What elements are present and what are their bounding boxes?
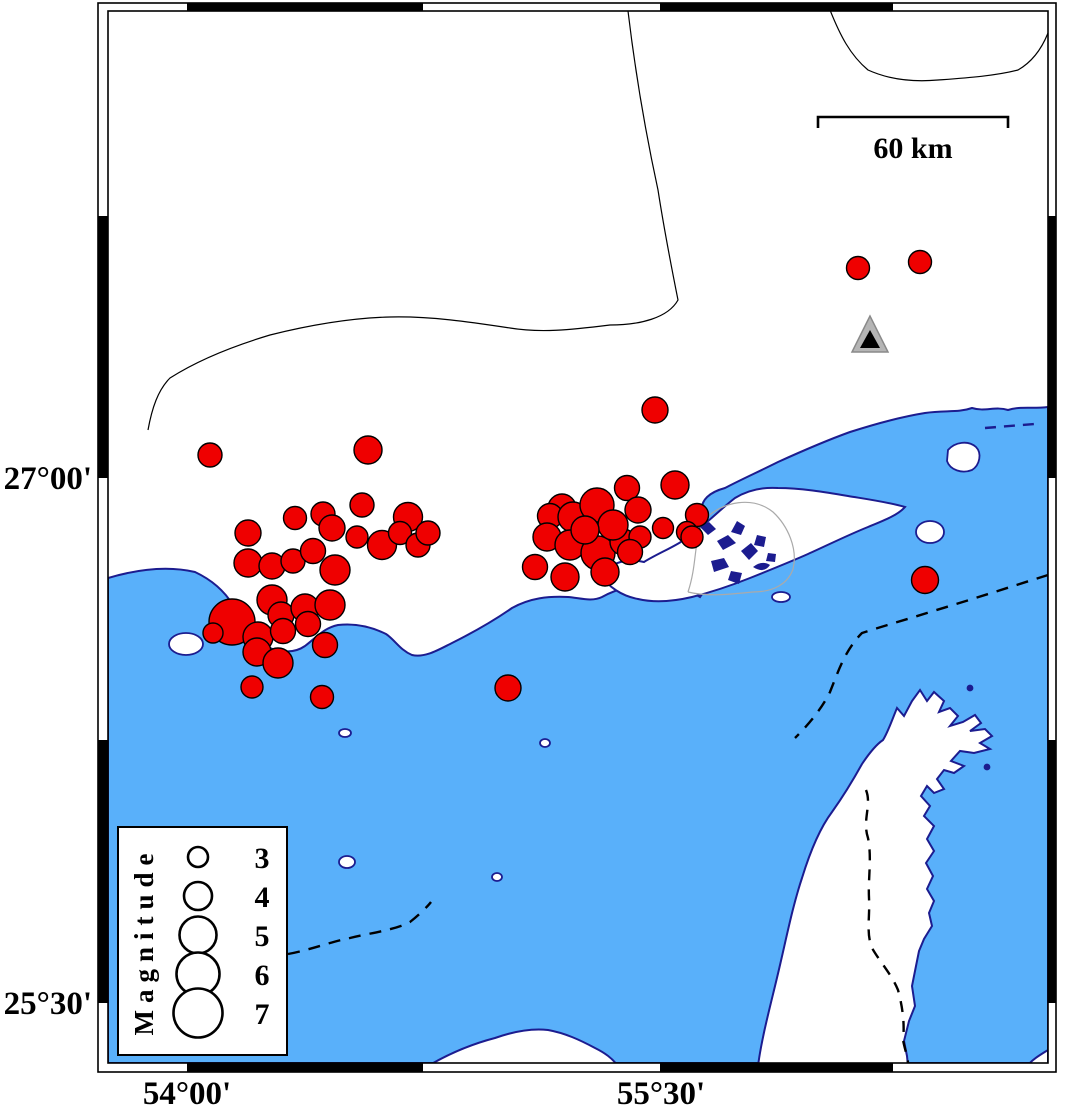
epicenter-marker [550, 562, 580, 592]
island-small [491, 872, 503, 882]
station-triangle-inner [860, 330, 880, 348]
epicenter-marker [240, 675, 264, 699]
epicenter-marker [309, 684, 335, 710]
epicenter-marker [318, 514, 346, 542]
epicenter-marker [590, 557, 620, 587]
epicenter-marker [234, 519, 262, 547]
epicenter-marker [613, 474, 641, 502]
magnitude-legend: Magnitude 3 4 5 6 7 [117, 826, 288, 1056]
epicenter-layer [197, 249, 940, 710]
epicenter-marker [651, 516, 675, 540]
epicenter-marker [910, 565, 940, 595]
epicenter-marker [294, 610, 322, 638]
small-islands [168, 441, 991, 882]
lon-label-55-30: 55°30' [617, 1076, 705, 1112]
islet-dot [983, 763, 991, 771]
lat-label-27-00: 27°00' [4, 461, 92, 497]
scale-bar-label: 60 km [873, 132, 952, 165]
lon-label-54-00: 54°00' [143, 1076, 231, 1112]
island-small [168, 632, 204, 656]
island-small [338, 855, 356, 869]
epicenter-marker [494, 674, 522, 702]
dashed-border-oman-uae [864, 789, 910, 1063]
frame-inner-line [107, 10, 1049, 1064]
frame-outer-line [97, 2, 1057, 1073]
dashed-coastal-mark [984, 422, 1036, 430]
epicenter-marker [233, 548, 263, 578]
land-musandam-peninsula [757, 688, 994, 1063]
epicenter-marker [616, 538, 644, 566]
legend-magnitude-label: 5 [255, 920, 270, 953]
border-line-northeast [829, 11, 1048, 82]
epicenter-marker [660, 470, 690, 500]
epicenter-marker [521, 553, 549, 581]
epicenter-marker [299, 537, 327, 565]
epicenter-marker [597, 509, 629, 541]
epicenter-marker [387, 520, 413, 546]
legend-magnitude-label: 4 [255, 881, 270, 914]
epicenter-marker [570, 515, 600, 545]
island-small [771, 591, 791, 603]
islet-dot [966, 684, 974, 692]
delta-detail [687, 501, 795, 596]
epicenter-marker [845, 255, 871, 281]
border-line-west [147, 11, 679, 431]
legend-size-circle [172, 987, 224, 1039]
epicenter-marker [345, 525, 369, 549]
dashed-boundary-east [794, 573, 1048, 739]
legend-magnitude-label: 7 [255, 998, 270, 1031]
epicenter-marker [415, 520, 441, 546]
scale-bar: 60 km [816, 115, 1010, 165]
epicenter-marker [319, 554, 351, 586]
epicenter-marker [202, 622, 224, 644]
legend-size-circle [186, 845, 210, 869]
epicenter-marker [624, 496, 652, 524]
lat-label-25-30: 25°30' [4, 986, 92, 1022]
epicenter-marker [311, 631, 339, 659]
epicenter-marker [641, 396, 669, 424]
island-small [946, 441, 981, 473]
island-small [915, 520, 945, 544]
frame-tick-bands [98, 3, 1056, 1072]
legend-magnitude-label: 6 [255, 959, 270, 992]
epicenter-marker [353, 435, 383, 465]
epicenter-marker [197, 442, 223, 468]
island-small [539, 738, 551, 748]
station-marker-layer [850, 314, 890, 353]
epicenter-marker [349, 492, 375, 518]
legend-size-circle [182, 880, 214, 912]
epicenter-marker [314, 589, 346, 621]
delta-islets [700, 521, 776, 584]
legend-items: 3 4 5 6 7 [172, 842, 270, 1039]
epicenter-marker [269, 617, 297, 645]
legend-title: Magnitude [129, 846, 159, 1035]
map-frame [97, 2, 1057, 1073]
epicenter-marker [262, 647, 294, 679]
epicenter-marker [907, 249, 933, 275]
legend-magnitude-label: 3 [255, 842, 270, 875]
epicenter-marker [282, 505, 308, 531]
epicenter-marker [680, 525, 704, 549]
legend-size-circle [178, 915, 218, 955]
dashed-boundary-southwest [287, 901, 432, 956]
land-bottom-right-sliver [1028, 1048, 1048, 1063]
scale-bar-bracket [816, 115, 1010, 128]
island-small [338, 728, 352, 738]
land-uae-coast-wedge [431, 1028, 617, 1063]
